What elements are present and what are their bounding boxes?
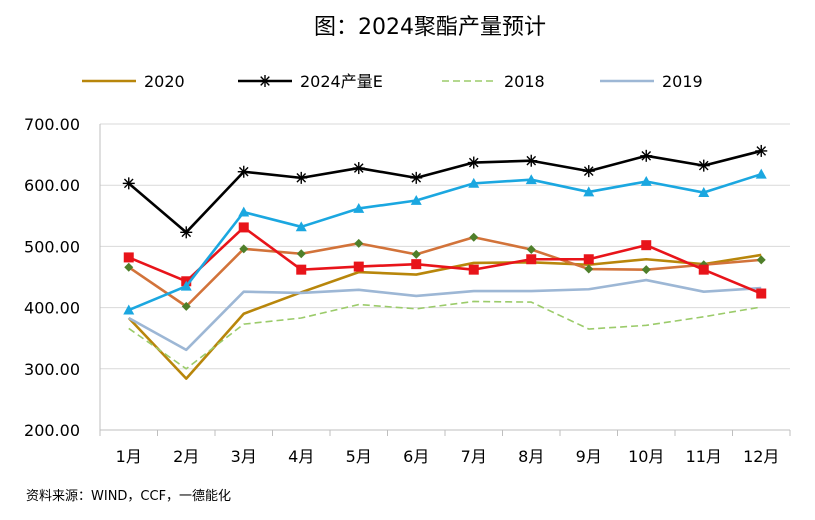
data-point — [469, 232, 479, 242]
data-point — [295, 221, 307, 232]
series-2024产量E — [122, 144, 768, 239]
data-point — [410, 195, 422, 205]
chart-title: 图：2024聚酯产量预计 — [314, 15, 546, 40]
data-point — [755, 168, 767, 179]
series-line — [128, 172, 762, 312]
data-point — [698, 187, 710, 197]
data-point — [259, 75, 271, 87]
legend-item: 2019 — [600, 72, 703, 91]
data-point — [584, 264, 594, 274]
data-point — [295, 171, 308, 184]
series-2018 — [128, 300, 762, 370]
data-point — [123, 304, 135, 315]
series-line — [127, 253, 762, 380]
y-tick-label: 700.00 — [24, 115, 80, 134]
data-point — [640, 149, 653, 162]
legend-label: 2019 — [662, 72, 703, 91]
data-point — [296, 264, 307, 275]
x-tick-label: 4月 — [288, 447, 314, 466]
legend-item: 2018 — [442, 72, 545, 91]
data-point — [410, 171, 423, 184]
legend-label: 2024产量E — [300, 72, 383, 91]
data-point — [353, 202, 365, 213]
data-point — [238, 206, 250, 217]
y-axis: 200.00 300.00 400.00 500.00 600.00 700.00 — [24, 115, 101, 440]
data-point — [698, 264, 709, 275]
data-point — [525, 154, 538, 167]
x-tick-label: 3月 — [231, 447, 257, 466]
data-point — [411, 259, 422, 270]
data-point — [237, 165, 250, 178]
x-tick-label: 8月 — [518, 447, 544, 466]
data-point — [583, 186, 595, 197]
data-point — [467, 156, 480, 169]
x-axis: 1月 2月 3月 4月 5月 6月 7月 8月 9月 10月 11月 12月 — [99, 429, 791, 466]
legend-label: 2018 — [504, 72, 545, 91]
y-tick-label: 300.00 — [24, 360, 80, 379]
data-point — [755, 144, 768, 157]
y-tick-label: 600.00 — [24, 176, 80, 195]
legend-item: 2020 — [82, 72, 185, 91]
x-tick-label: 12月 — [743, 447, 779, 466]
y-tick-label: 200.00 — [24, 421, 80, 440]
data-point — [640, 176, 652, 186]
data-point — [641, 240, 652, 251]
series-series-orange — [124, 232, 766, 311]
series-2019 — [128, 278, 762, 352]
data-point — [525, 174, 537, 185]
x-tick-label: 6月 — [403, 447, 429, 466]
plot-area — [122, 144, 768, 380]
series-line — [128, 226, 762, 295]
data-point — [582, 165, 595, 178]
series-line — [128, 235, 762, 308]
series-series-cyan — [123, 168, 767, 315]
y-tick-label: 500.00 — [24, 237, 80, 256]
x-tick-label: 1月 — [116, 447, 142, 466]
data-point — [411, 249, 421, 259]
x-tick-label: 5月 — [346, 447, 372, 466]
source-note: 资料来源：WIND，CCF，一德能化 — [26, 489, 231, 504]
data-point — [122, 177, 135, 190]
data-point — [756, 255, 766, 265]
data-point — [526, 244, 536, 254]
series-line — [127, 149, 762, 234]
data-point — [352, 162, 365, 175]
data-point — [354, 238, 364, 248]
x-tick-label: 11月 — [686, 447, 722, 466]
data-point — [583, 254, 594, 265]
x-tick-label: 7月 — [461, 447, 487, 466]
y-tick-label: 400.00 — [24, 299, 80, 318]
data-point — [641, 265, 651, 275]
data-point — [180, 280, 192, 291]
legend-item: 2024产量E — [238, 72, 383, 91]
data-point — [697, 159, 710, 172]
data-point — [353, 261, 364, 272]
data-point — [756, 288, 767, 299]
data-point — [180, 226, 193, 239]
x-tick-label: 10月 — [628, 447, 664, 466]
series-2020 — [127, 253, 762, 380]
data-point — [296, 249, 306, 259]
data-point — [239, 244, 249, 254]
x-tick-label: 9月 — [576, 447, 602, 466]
data-point — [181, 301, 191, 311]
legend-label: 2020 — [144, 72, 185, 91]
legend: 2020 2024产量E 2018 2019 — [82, 72, 703, 91]
x-tick-label: 2月 — [173, 447, 199, 466]
data-point — [468, 177, 480, 188]
series-line — [128, 300, 762, 370]
data-point — [238, 222, 249, 233]
series-series-red — [123, 222, 767, 299]
data-point — [526, 254, 537, 265]
series-line — [128, 278, 762, 352]
data-point — [124, 262, 134, 272]
data-point — [123, 252, 134, 263]
data-point — [468, 264, 479, 275]
